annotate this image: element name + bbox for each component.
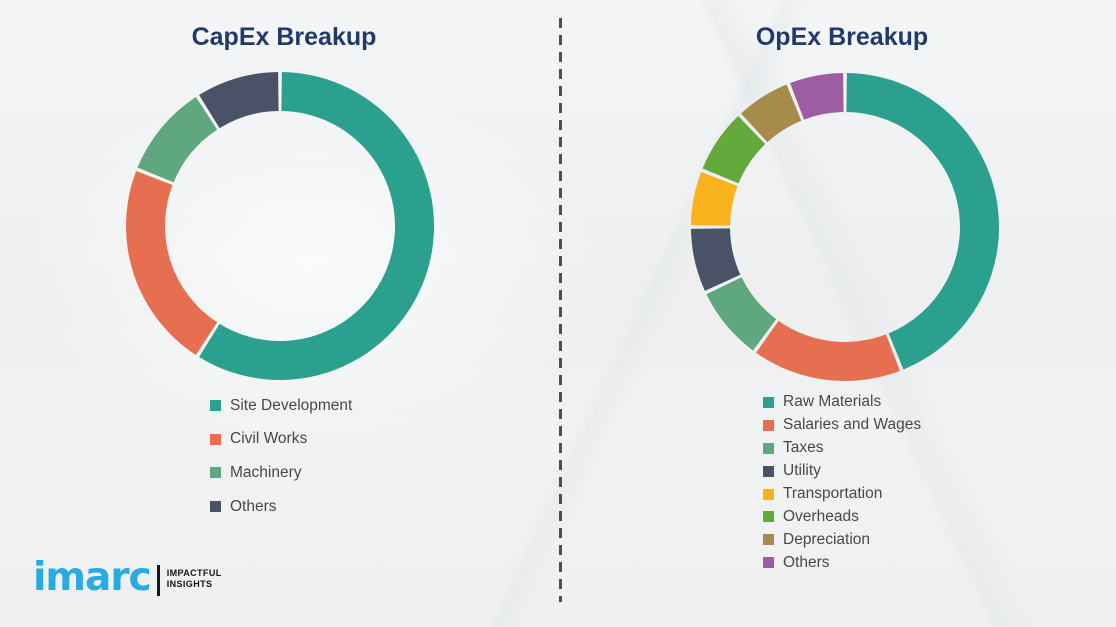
legend-label: Depreciation bbox=[783, 530, 871, 548]
legend-item: Taxes bbox=[763, 437, 921, 460]
legend-swatch bbox=[210, 433, 221, 445]
logo-separator-bar bbox=[156, 565, 160, 596]
legend-swatch bbox=[210, 501, 221, 513]
legend-swatch bbox=[763, 534, 774, 546]
legend-opex: Raw Materials Salaries and Wages Taxes Util… bbox=[763, 391, 921, 574]
legend-label: Site Development bbox=[230, 396, 353, 414]
legend-label: Others bbox=[783, 553, 830, 571]
legend-item: Utility bbox=[763, 460, 921, 483]
legend-label: Machinery bbox=[230, 463, 302, 481]
legend-item: Transportation bbox=[763, 483, 921, 506]
donut-segment-others bbox=[199, 72, 279, 129]
legend-label: Transportation bbox=[783, 485, 883, 502]
legend-item: Machinery bbox=[210, 456, 352, 490]
legend-label: Salaries and Wages bbox=[783, 416, 922, 434]
legend-capex: Site Development Civil Works Machinery Othe… bbox=[210, 389, 352, 523]
divider-dashed-line bbox=[559, 18, 562, 602]
legend-item: Depreciation bbox=[763, 528, 921, 551]
donut-segment-raw-materials bbox=[846, 73, 1000, 370]
donut-segment-salaries-and-wages bbox=[756, 320, 900, 382]
donut-segment-utility bbox=[691, 228, 741, 291]
legend-item: Others bbox=[210, 490, 352, 524]
donut-segment-site-development bbox=[199, 72, 435, 380]
legend-label: Taxes bbox=[783, 439, 824, 457]
donut-segment-depreciation bbox=[740, 84, 802, 143]
donut-segment-transportation bbox=[691, 172, 738, 226]
legend-swatch bbox=[763, 465, 774, 477]
legend-label: Overheads bbox=[783, 507, 859, 525]
legend-swatch bbox=[763, 488, 774, 500]
legend-swatch bbox=[763, 511, 774, 523]
chart-title-capex: CapEx Breakup bbox=[191, 23, 377, 51]
legend-label: Civil Works bbox=[230, 430, 308, 448]
chart-title-opex: OpEx Breakup bbox=[755, 23, 929, 51]
legend-swatch bbox=[210, 400, 221, 412]
legend-item: Salaries and Wages bbox=[763, 414, 921, 437]
legend-label: Utility bbox=[783, 462, 821, 480]
legend-label: Others bbox=[230, 497, 277, 515]
imarc-logo: imarc IMPACTFUL INSIGHTS bbox=[33, 555, 222, 597]
legend-swatch bbox=[763, 419, 774, 431]
donut-segment-taxes bbox=[706, 277, 777, 351]
legend-swatch bbox=[763, 396, 774, 408]
donut-segment-others bbox=[790, 73, 844, 120]
legend-label: Raw Materials bbox=[783, 393, 882, 411]
legend-swatch bbox=[763, 442, 774, 454]
legend-swatch bbox=[763, 557, 774, 569]
legend-item: Site Development bbox=[210, 389, 352, 423]
legend-item: Raw Materials bbox=[763, 391, 921, 414]
donut-segment-civil-works bbox=[125, 171, 218, 356]
donut-segment-machinery bbox=[137, 96, 218, 183]
legend-item: Others bbox=[763, 551, 921, 574]
logo-tagline: IMPACTFUL INSIGHTS bbox=[166, 568, 222, 589]
logo-wordmark: imarc bbox=[33, 555, 152, 600]
donut-chart-opex bbox=[691, 73, 1000, 382]
donut-chart-capex bbox=[125, 72, 435, 380]
legend-item: Civil Works bbox=[210, 423, 352, 457]
donut-segment-overheads bbox=[702, 116, 766, 184]
legend-swatch bbox=[210, 467, 221, 479]
legend-item: Overheads bbox=[763, 505, 921, 528]
